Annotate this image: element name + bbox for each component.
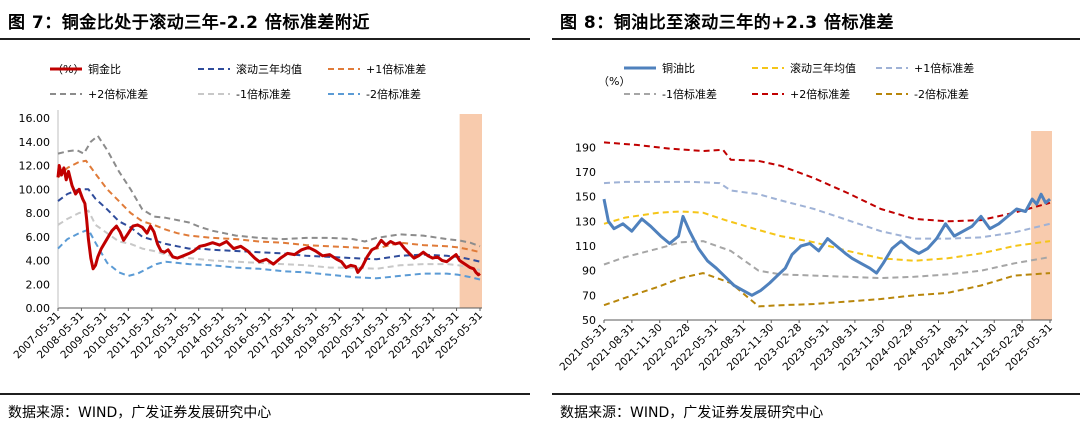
series-line xyxy=(57,228,481,281)
highlight-band xyxy=(459,114,482,308)
source-divider xyxy=(552,393,1080,395)
y-tick-label: 10.00 xyxy=(19,183,51,196)
legend-label: -1倍标准差 xyxy=(236,87,291,101)
y-tick-label: 150 xyxy=(575,191,596,204)
y-tick-label: 90 xyxy=(582,265,596,278)
y-tick-label: 170 xyxy=(575,166,596,179)
series-line xyxy=(56,164,481,277)
series-line xyxy=(602,192,1051,297)
chart-panel-left: 图 7：铜金比处于滚动三年-2.2 倍标准差附近 0.00 2.00 4.00 6.0… xyxy=(0,0,530,432)
chart-canvas: 5070901101301501701902021-05-312021-08-3… xyxy=(557,61,1055,373)
y-tick-label: 130 xyxy=(575,215,596,228)
legend-label: 滚动三年均值 xyxy=(790,61,856,75)
y-tick-label: 190 xyxy=(575,141,596,154)
legend-label: 铜金比 xyxy=(88,62,121,76)
source-note: 数据来源：WIND，广发证券发展研究中心 xyxy=(8,405,272,421)
chart-panel-right: 图 8：铜油比至滚动三年的+2.3 倍标准差 50 70 90 110 130 150 17… xyxy=(552,0,1080,432)
y-tick-label: 4.00 xyxy=(26,255,51,268)
y-tick-label: 8.00 xyxy=(26,207,51,220)
legend-label: +2倍标准差 xyxy=(790,87,850,101)
y-tick-label: 2.00 xyxy=(26,278,51,291)
y-tick-label: 50 xyxy=(582,314,596,327)
source-note: 数据来源：WIND，广发证券发展研究中心 xyxy=(560,405,824,421)
series-line xyxy=(603,272,1051,308)
unit-label: （%） xyxy=(598,75,630,88)
legend-label: 铜油比 xyxy=(662,61,695,75)
title-divider xyxy=(552,38,1080,40)
y-tick-label: 16.00 xyxy=(19,112,51,125)
series-line xyxy=(603,141,1051,223)
series-line xyxy=(603,240,1051,280)
series-line xyxy=(57,159,481,254)
chart-title: 图 8：铜油比至滚动三年的+2.3 倍标准差 xyxy=(560,13,895,33)
series-line xyxy=(603,180,1051,240)
series-line xyxy=(57,209,481,271)
y-tick-label: 70 xyxy=(582,289,596,302)
legend-label: 滚动三年均值 xyxy=(236,62,302,76)
legend-label: -1倍标准差 xyxy=(662,87,717,101)
y-tick-label: 110 xyxy=(575,240,596,253)
y-tick-label: 12.00 xyxy=(19,160,51,173)
legend-label: +1倍标准差 xyxy=(366,62,426,76)
chart-title: 图 7：铜金比处于滚动三年-2.2 倍标准差附近 xyxy=(8,13,370,33)
legend-label: +2倍标准差 xyxy=(88,87,148,101)
legend-label: +1倍标准差 xyxy=(914,61,974,75)
highlight-band xyxy=(1031,131,1052,320)
legend-label: -2倍标准差 xyxy=(914,87,969,101)
series-line xyxy=(57,188,481,263)
y-tick-label: 14.00 xyxy=(19,136,51,149)
y-tick-label: 0.00 xyxy=(26,302,51,315)
series-line xyxy=(57,134,481,248)
y-tick-label: 6.00 xyxy=(26,231,51,244)
source-divider xyxy=(0,393,530,395)
title-divider xyxy=(0,38,530,40)
chart-canvas: 0.00 2.00 4.00 6.00 8.00 10.00 12.00 14.00 16.00… xyxy=(11,62,485,361)
legend-label: -2倍标准差 xyxy=(366,87,421,101)
